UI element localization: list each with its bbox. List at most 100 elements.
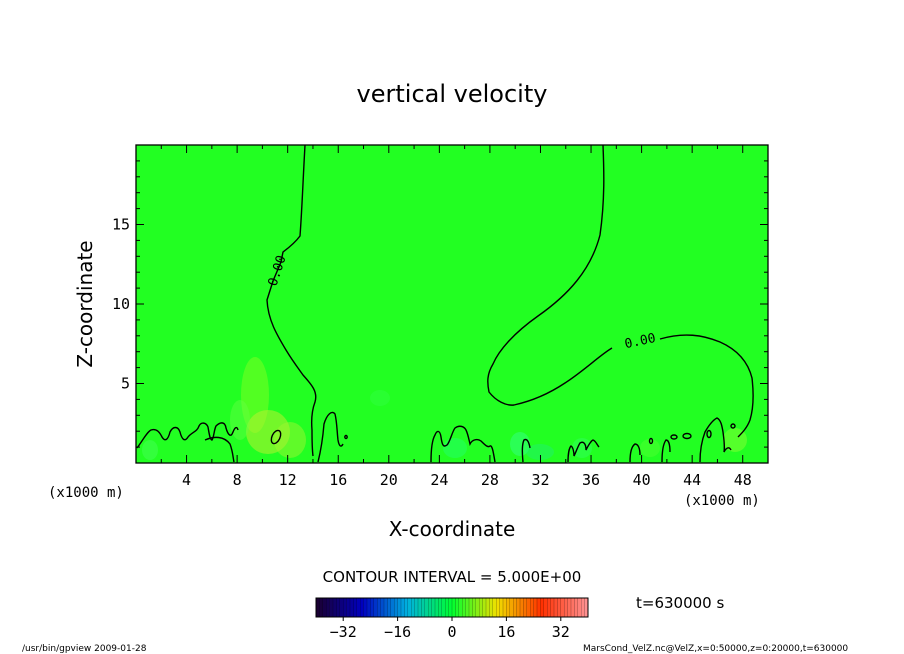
colorbar-cell [560, 598, 565, 617]
x-tick-label: 8 [233, 471, 242, 489]
colorbar-cell [462, 598, 466, 617]
footer-left: /usr/bin/gpview 2009-01-28 [22, 644, 147, 654]
colorbar-cell [428, 598, 432, 617]
colorbar-cell [482, 598, 487, 617]
colorbar-cell [390, 598, 395, 617]
colorbar-cell [333, 598, 337, 617]
colorbar-cell [492, 598, 497, 617]
colorbar-cell [554, 598, 558, 617]
colorbar-cell [503, 598, 507, 617]
colorbar-cell [523, 598, 528, 617]
colorbar-cell [486, 598, 490, 617]
plot-background [136, 145, 768, 463]
colorbar-cell [455, 598, 460, 617]
fluctuation-blob [142, 440, 158, 460]
colorbar-cell [509, 598, 514, 617]
x-axis-label: X-coordinate [389, 517, 516, 541]
colorbar-cell [452, 598, 456, 617]
colorbar-cell [421, 598, 426, 617]
colorbar-cell [537, 598, 541, 617]
colorbar: −32 −16 0 16 32 [315, 597, 589, 641]
colorbar-tick-label: 0 [447, 623, 456, 641]
colorbar-cell [469, 598, 473, 617]
colorbar-cell [329, 598, 334, 617]
x-tick-label: 24 [430, 471, 448, 489]
contour-interval: CONTOUR INTERVAL = 5.000E+00 [323, 568, 582, 586]
y-axis-label: Z-coordinate [73, 240, 97, 367]
fluctuation-blob [443, 438, 467, 458]
colorbar-cell [401, 598, 405, 617]
colorbar-cell [350, 598, 354, 617]
colorbar-tick-label: 32 [552, 623, 570, 641]
colorbar-tick-label: 16 [497, 623, 515, 641]
colorbar-cell [414, 598, 419, 617]
colorbar-cell [380, 598, 385, 617]
colorbar-cell [475, 598, 480, 617]
colorbar-cell [516, 598, 521, 617]
colorbar-cell [407, 598, 412, 617]
colorbar-cell [445, 598, 449, 617]
colorbar-cell [435, 598, 439, 617]
fluctuation-blob [370, 390, 390, 406]
colorbar-cell [316, 598, 320, 617]
colorbar-cell [339, 598, 344, 617]
colorbar-cell [547, 598, 551, 617]
colorbar-cell [465, 598, 470, 617]
colorbar-cell [343, 598, 347, 617]
colorbar-cell [458, 598, 463, 617]
colorbar-cell [356, 598, 361, 617]
colorbar-cell [387, 598, 392, 617]
colorbar-cell [336, 598, 341, 617]
colorbar-cell [424, 598, 429, 617]
x-tick-label: 40 [633, 471, 651, 489]
colorbar-cell [472, 598, 477, 617]
colorbar-cell [326, 598, 330, 617]
colorbar-cell [397, 598, 402, 617]
colorbar-cell [526, 598, 531, 617]
colorbar-cell [533, 598, 538, 617]
contour-label: 0.00 [623, 331, 657, 352]
colorbar-cell [496, 598, 500, 617]
fluctuation-blob [230, 400, 250, 440]
colorbar-cell [584, 598, 589, 617]
colorbar-cell [567, 598, 572, 617]
x-tick-label: 4 [182, 471, 191, 489]
x-tick-label: 28 [481, 471, 499, 489]
x-units-left: (x1000 m) [48, 485, 124, 501]
colorbar-cell [489, 598, 494, 617]
x-tick-label: 32 [531, 471, 549, 489]
fluctuation-blob [526, 444, 554, 460]
colorbar-cell [571, 598, 575, 617]
colorbar-cell [411, 598, 415, 617]
colorbar-cell [581, 598, 585, 617]
colorbar-cell [513, 598, 517, 617]
colorbar-cell [404, 598, 409, 617]
footer-right: MarsCond_VelZ.nc@VelZ,x=0:50000,z=0:2000… [583, 644, 848, 654]
colorbar-ticks: −32 −16 0 16 32 [330, 617, 570, 641]
colorbar-cell [441, 598, 446, 617]
colorbar-cell [353, 598, 358, 617]
x-tick-label: 16 [329, 471, 347, 489]
colorbar-cells [315, 598, 589, 617]
colorbar-cell [346, 598, 351, 617]
time-label: t=630000 s [636, 594, 724, 612]
colorbar-cell [322, 598, 327, 617]
colorbar-cell [319, 598, 324, 617]
colorbar-cell [499, 598, 504, 617]
chart-title: vertical velocity [357, 80, 548, 108]
colorbar-cell [373, 598, 378, 617]
x-tick-label: 20 [380, 471, 398, 489]
y-tick-label: 10 [112, 295, 130, 313]
colorbar-cell [557, 598, 562, 617]
colorbar-cell [363, 598, 368, 617]
colorbar-cell [550, 598, 555, 617]
fluctuation-blob [510, 432, 530, 456]
colorbar-cell [564, 598, 568, 617]
colorbar-cell [418, 598, 422, 617]
colorbar-cell [520, 598, 524, 617]
colorbar-cell [438, 598, 443, 617]
colorbar-cell [377, 598, 381, 617]
colorbar-tick-label: −32 [330, 623, 357, 641]
colorbar-cell [479, 598, 483, 617]
